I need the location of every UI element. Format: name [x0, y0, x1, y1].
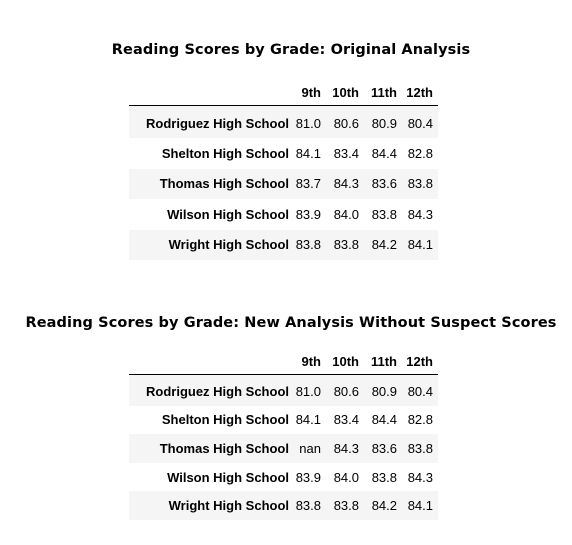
- column-header: 12th: [401, 348, 438, 375]
- score-cell: 80.4: [407, 115, 433, 131]
- score-cell: 83.9: [295, 469, 321, 485]
- table-row: Thomas High School 83.7 84.3 83.6 83.8: [129, 168, 438, 200]
- school-name: Wilson High School: [167, 469, 289, 485]
- score-cell: 83.8: [407, 176, 433, 192]
- table-row: Wilson High School 83.9 84.0 83.8 84.3: [129, 199, 438, 230]
- score-cell: 84.2: [371, 237, 397, 253]
- score-cell: 84.4: [371, 412, 397, 428]
- table-header-row: 9th 10th 11th 12th: [129, 348, 438, 375]
- score-cell: 84.3: [407, 206, 433, 222]
- score-cell: 83.8: [333, 237, 359, 253]
- table-row: Wright High School 83.8 83.8 84.2 84.1: [129, 229, 438, 260]
- score-cell: 83.8: [333, 498, 359, 514]
- score-cell: 80.9: [371, 383, 397, 399]
- score-cell: 84.0: [333, 206, 359, 222]
- score-cell: 80.4: [407, 383, 433, 399]
- score-cell: 84.3: [333, 176, 359, 192]
- score-cell: 80.9: [371, 115, 397, 131]
- score-cell: 83.8: [371, 206, 397, 222]
- table-title-original: Reading Scores by Grade: Original Analys…: [111, 42, 471, 58]
- score-cell: 81.0: [295, 383, 321, 399]
- score-cell: 83.4: [333, 146, 359, 162]
- score-cell: 80.6: [333, 115, 359, 131]
- table-row: Rodriguez High School 81.0 80.6 80.9 80.…: [129, 105, 438, 139]
- score-cell: 83.8: [295, 498, 321, 514]
- school-name: Rodriguez High School: [146, 383, 289, 399]
- school-name: Thomas High School: [159, 176, 289, 192]
- score-cell: 84.4: [371, 146, 397, 162]
- school-name: Wright High School: [168, 237, 289, 253]
- score-cell: 83.9: [295, 206, 321, 222]
- table-row: Thomas High School nan 84.3 83.6 83.8: [129, 434, 438, 463]
- school-name: Thomas High School: [159, 440, 289, 456]
- score-cell: 84.1: [407, 237, 433, 253]
- score-cell: 83.4: [333, 412, 359, 428]
- score-cell: nan: [299, 440, 321, 456]
- score-cell: 80.6: [333, 383, 359, 399]
- table-row: Wilson High School 83.9 84.0 83.8 84.3: [129, 462, 438, 492]
- score-cell: 83.8: [371, 469, 397, 485]
- score-cell: 82.8: [407, 146, 433, 162]
- column-header: 11th: [363, 348, 401, 375]
- reading-scores-new-analysis-table: 9th 10th 11th 12th Rodriguez High School…: [129, 348, 438, 520]
- school-name: Wilson High School: [167, 206, 289, 222]
- score-cell: 83.6: [371, 176, 397, 192]
- score-cell: 82.8: [407, 412, 433, 428]
- column-header: 9th: [293, 348, 325, 375]
- column-header: 12th: [401, 79, 438, 106]
- score-cell: 84.0: [333, 469, 359, 485]
- column-header: 11th: [363, 79, 401, 106]
- score-cell: 84.1: [295, 412, 321, 428]
- score-cell: 84.3: [407, 469, 433, 485]
- school-name: Rodriguez High School: [146, 115, 289, 131]
- table-row: Wright High School 83.8 83.8 84.2 84.1: [129, 491, 438, 520]
- index-header: [129, 348, 293, 375]
- index-header: [129, 79, 293, 106]
- score-cell: 81.0: [295, 115, 321, 131]
- school-name: Wright High School: [168, 498, 289, 514]
- score-cell: 84.3: [333, 440, 359, 456]
- score-cell: 84.2: [371, 498, 397, 514]
- table-row: Shelton High School 84.1 83.4 84.4 82.8: [129, 138, 438, 169]
- table-row: Rodriguez High School 81.0 80.6 80.9 80.…: [129, 374, 438, 406]
- table-row: Shelton High School 84.1 83.4 84.4 82.8: [129, 405, 438, 435]
- school-name: Shelton High School: [161, 412, 289, 428]
- score-cell: 83.7: [295, 176, 321, 192]
- table-header-row: 9th 10th 11th 12th: [129, 79, 438, 106]
- reading-scores-original-table: 9th 10th 11th 12th Rodriguez High School…: [129, 79, 438, 260]
- score-cell: 83.6: [371, 440, 397, 456]
- score-cell: 83.8: [407, 440, 433, 456]
- column-header: 10th: [325, 348, 363, 375]
- school-name: Shelton High School: [161, 146, 289, 162]
- score-cell: 84.1: [407, 498, 433, 514]
- score-cell: 84.1: [295, 146, 321, 162]
- column-header: 10th: [325, 79, 363, 106]
- score-cell: 83.8: [295, 237, 321, 253]
- table-title-new-analysis: Reading Scores by Grade: New Analysis Wi…: [25, 315, 557, 331]
- column-header: 9th: [293, 79, 325, 106]
